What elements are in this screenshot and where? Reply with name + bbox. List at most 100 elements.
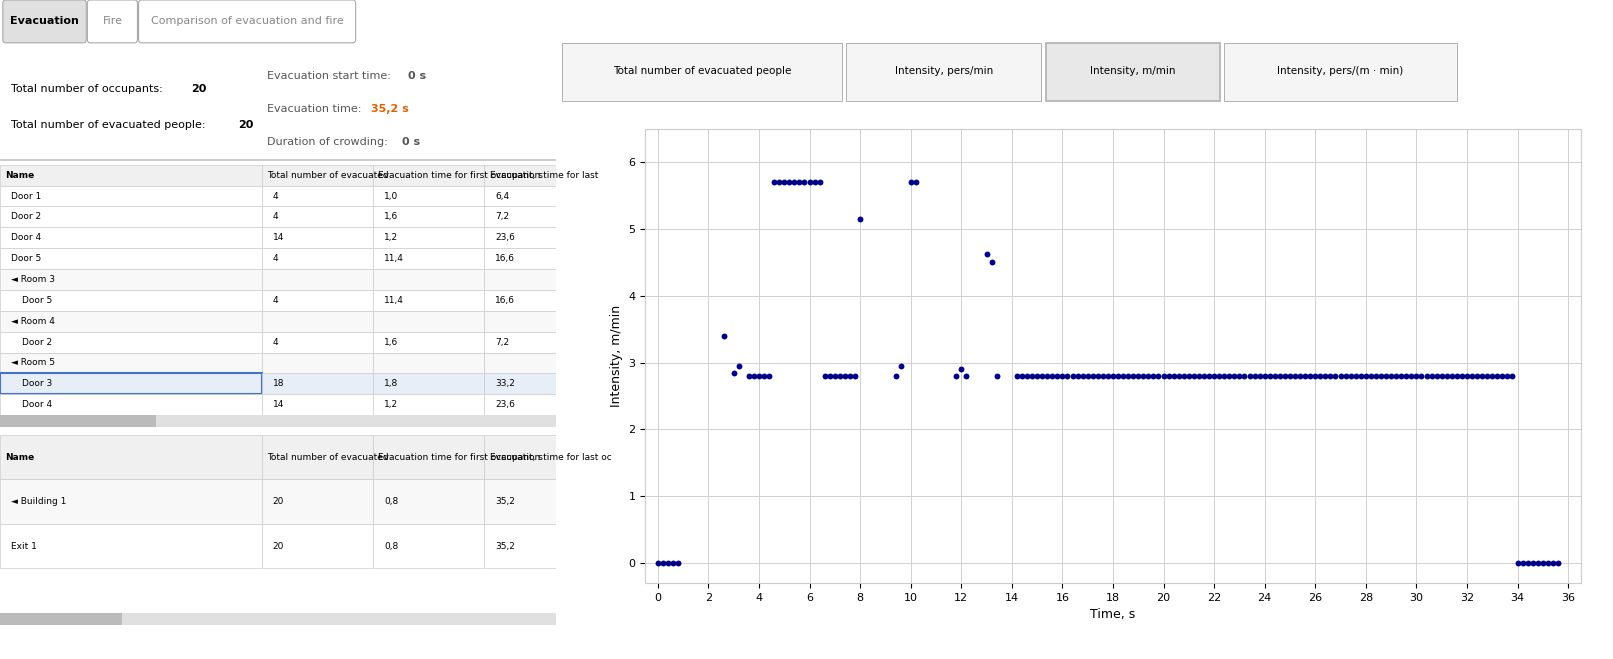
- Point: [1242, 370, 1268, 381]
- Text: 0 s: 0 s: [408, 71, 426, 81]
- Point: [948, 364, 974, 374]
- Bar: [845, 43, 1042, 101]
- Bar: [261, 290, 373, 311]
- Bar: [561, 43, 842, 101]
- Point: [1079, 370, 1105, 381]
- Point: [726, 360, 752, 371]
- Point: [1039, 370, 1065, 381]
- Bar: [484, 165, 556, 186]
- Point: [1232, 370, 1258, 381]
- Point: [1332, 370, 1358, 381]
- Point: [1524, 558, 1550, 569]
- Point: [1500, 370, 1526, 381]
- Point: [842, 370, 868, 381]
- FancyBboxPatch shape: [139, 0, 355, 43]
- Bar: [484, 331, 556, 353]
- Text: 18: 18: [273, 380, 284, 388]
- Text: Door 5: Door 5: [23, 296, 53, 305]
- Bar: [373, 480, 484, 524]
- Bar: [1224, 43, 1457, 101]
- Bar: [261, 269, 373, 290]
- Bar: [484, 394, 556, 415]
- Bar: [261, 186, 373, 206]
- Point: [1378, 370, 1403, 381]
- Text: ◄ Room 5: ◄ Room 5: [11, 358, 55, 368]
- Text: 1,0: 1,0: [384, 192, 398, 200]
- Point: [1474, 370, 1500, 381]
- Bar: [1045, 43, 1219, 101]
- Text: 16,6: 16,6: [495, 296, 515, 305]
- Point: [1495, 370, 1521, 381]
- Point: [953, 370, 979, 381]
- Point: [766, 177, 792, 187]
- Bar: [373, 165, 484, 186]
- Bar: [0, 524, 261, 568]
- Point: [1034, 370, 1060, 381]
- Bar: [0, 480, 261, 524]
- Text: 33,2: 33,2: [495, 380, 515, 388]
- Point: [1323, 370, 1348, 381]
- Text: Intensity, pers/min: Intensity, pers/min: [895, 66, 994, 76]
- Point: [1131, 370, 1157, 381]
- Text: Intensity, pers/(m · min): Intensity, pers/(m · min): [1277, 66, 1403, 76]
- Text: 11,4: 11,4: [384, 296, 403, 305]
- Bar: [373, 248, 484, 269]
- Bar: [484, 311, 556, 331]
- Point: [1015, 370, 1040, 381]
- Text: Evacuation time:: Evacuation time:: [268, 103, 365, 114]
- Point: [1171, 370, 1197, 381]
- Text: 1,2: 1,2: [384, 400, 398, 409]
- Point: [1045, 370, 1071, 381]
- Bar: [373, 435, 484, 480]
- Bar: [261, 394, 373, 415]
- Bar: [0, 206, 261, 227]
- Y-axis label: Intensity, m/min: Intensity, m/min: [610, 305, 623, 407]
- Bar: [0, 248, 261, 269]
- Point: [1115, 370, 1140, 381]
- Bar: [0, 394, 261, 415]
- Point: [1479, 370, 1505, 381]
- Text: 14: 14: [273, 233, 284, 243]
- Point: [1161, 370, 1187, 381]
- Bar: [261, 165, 373, 186]
- Point: [1247, 370, 1273, 381]
- Point: [944, 370, 969, 381]
- Point: [747, 370, 773, 381]
- Point: [1074, 370, 1100, 381]
- Point: [740, 370, 766, 381]
- Point: [1465, 370, 1490, 381]
- Text: 4: 4: [273, 192, 279, 200]
- Point: [1429, 370, 1455, 381]
- Point: [1484, 370, 1510, 381]
- Bar: [0, 331, 261, 353]
- Bar: [0, 165, 261, 186]
- Point: [1327, 370, 1353, 381]
- Point: [827, 370, 853, 381]
- Bar: [373, 186, 484, 206]
- Bar: [261, 374, 373, 394]
- Point: [1181, 370, 1207, 381]
- Point: [1207, 370, 1232, 381]
- Point: [1197, 370, 1223, 381]
- Point: [1540, 558, 1566, 569]
- Text: 4: 4: [273, 212, 279, 221]
- Text: Total number of evacuated people:: Total number of evacuated people:: [11, 120, 210, 130]
- Point: [660, 558, 686, 569]
- Point: [1100, 370, 1126, 381]
- Point: [823, 370, 848, 381]
- Bar: [373, 524, 484, 568]
- Point: [752, 370, 777, 381]
- Text: Door 5: Door 5: [11, 254, 42, 263]
- Bar: [0, 311, 261, 331]
- Point: [1090, 370, 1116, 381]
- X-axis label: Time, s: Time, s: [1090, 608, 1136, 621]
- Bar: [373, 269, 484, 290]
- Point: [1297, 370, 1323, 381]
- Point: [1273, 370, 1298, 381]
- Point: [756, 370, 782, 381]
- Bar: [484, 435, 556, 480]
- Point: [1010, 370, 1036, 381]
- Point: [1150, 370, 1176, 381]
- Text: 20: 20: [273, 497, 284, 506]
- Point: [1121, 370, 1147, 381]
